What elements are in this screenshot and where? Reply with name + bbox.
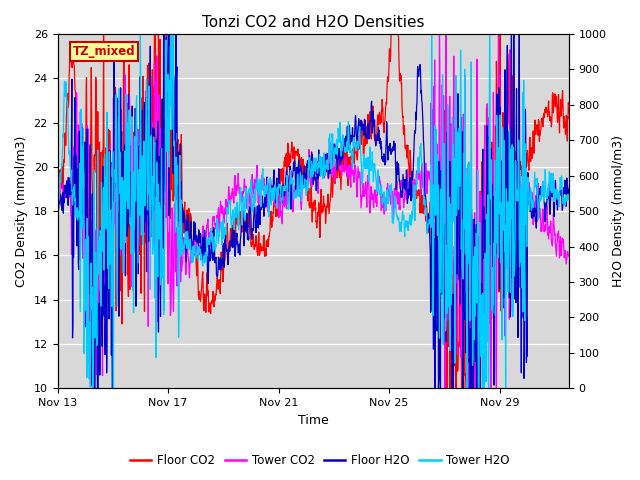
Legend: Floor CO2, Tower CO2, Floor H2O, Tower H2O: Floor CO2, Tower CO2, Floor H2O, Tower H… bbox=[125, 449, 515, 472]
Text: TZ_mixed: TZ_mixed bbox=[73, 45, 136, 58]
Y-axis label: H2O Density (mmol/m3): H2O Density (mmol/m3) bbox=[612, 135, 625, 287]
Title: Tonzi CO2 and H2O Densities: Tonzi CO2 and H2O Densities bbox=[202, 15, 424, 30]
Y-axis label: CO2 Density (mmol/m3): CO2 Density (mmol/m3) bbox=[15, 135, 28, 287]
X-axis label: Time: Time bbox=[298, 414, 328, 427]
